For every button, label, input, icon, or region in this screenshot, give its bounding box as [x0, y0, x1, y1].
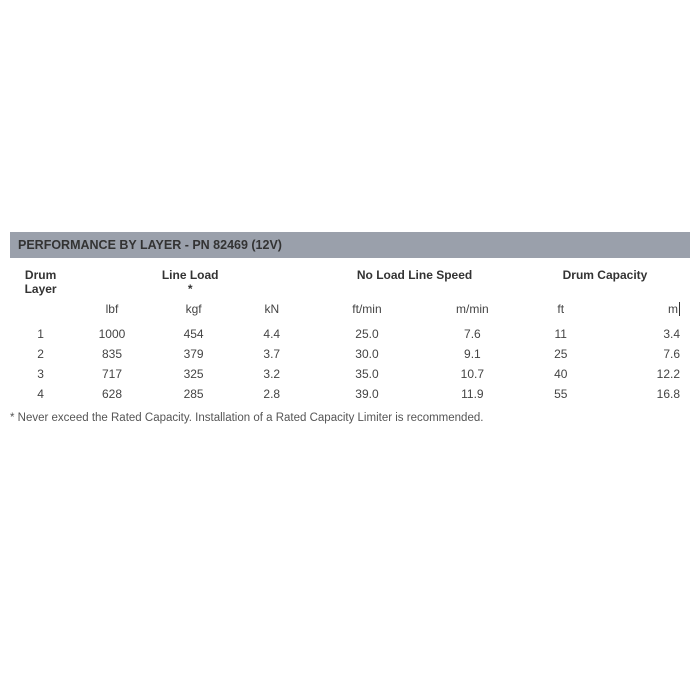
header-unit-row: lbf kgf kN ft/min m/min ft m — [10, 298, 690, 324]
cell-kN: 3.7 — [234, 344, 309, 364]
cell-layer: 4 — [10, 384, 71, 404]
cell-lbf: 628 — [71, 384, 153, 404]
footnote: * Never exceed the Rated Capacity. Insta… — [10, 404, 690, 424]
header-line-load: Line Load * — [71, 258, 309, 298]
cell-layer: 1 — [10, 324, 71, 344]
unit-lbf: lbf — [71, 298, 153, 324]
performance-table-section: PERFORMANCE BY LAYER - PN 82469 (12V) Dr… — [10, 232, 690, 424]
cell-mmin: 9.1 — [425, 344, 520, 364]
unit-kgf: kgf — [153, 298, 235, 324]
cell-kN: 3.2 — [234, 364, 309, 384]
header-line-load-text: Line Load — [162, 268, 219, 282]
unit-blank — [10, 298, 71, 324]
cell-ftmin: 25.0 — [309, 324, 425, 344]
header-group-row: Drum Layer Line Load * No Load Line Spee… — [10, 258, 690, 298]
cell-ft: 40 — [520, 364, 602, 384]
cell-mmin: 7.6 — [425, 324, 520, 344]
cell-layer: 3 — [10, 364, 71, 384]
cell-ftmin: 30.0 — [309, 344, 425, 364]
table-row: 4 628 285 2.8 39.0 11.9 55 16.8 — [10, 384, 690, 404]
table-row: 3 717 325 3.2 35.0 10.7 40 12.2 — [10, 364, 690, 384]
cell-lbf: 1000 — [71, 324, 153, 344]
cell-m: 3.4 — [602, 324, 690, 344]
cell-kgf: 325 — [153, 364, 235, 384]
cell-layer: 2 — [10, 344, 71, 364]
cell-kgf: 379 — [153, 344, 235, 364]
cell-mmin: 11.9 — [425, 384, 520, 404]
cell-ftmin: 35.0 — [309, 364, 425, 384]
cell-kgf: 285 — [153, 384, 235, 404]
cell-lbf: 835 — [71, 344, 153, 364]
unit-m: m — [602, 298, 690, 324]
unit-ft: ft — [520, 298, 602, 324]
cell-kN: 4.4 — [234, 324, 309, 344]
unit-mmin: m/min — [425, 298, 520, 324]
table-row: 1 1000 454 4.4 25.0 7.6 11 3.4 — [10, 324, 690, 344]
cell-kN: 2.8 — [234, 384, 309, 404]
cell-mmin: 10.7 — [425, 364, 520, 384]
cell-m: 12.2 — [602, 364, 690, 384]
table-body: 1 1000 454 4.4 25.0 7.6 11 3.4 2 835 379… — [10, 324, 690, 404]
cell-ft: 55 — [520, 384, 602, 404]
header-no-load-speed: No Load Line Speed — [309, 258, 520, 298]
cell-kgf: 454 — [153, 324, 235, 344]
header-drum-layer: Drum Layer — [10, 258, 71, 298]
unit-kN: kN — [234, 298, 309, 324]
cell-ft: 25 — [520, 344, 602, 364]
cell-m: 16.8 — [602, 384, 690, 404]
section-title: PERFORMANCE BY LAYER - PN 82469 (12V) — [10, 232, 690, 258]
header-drum-layer-text: Drum Layer — [25, 268, 57, 296]
performance-table: Drum Layer Line Load * No Load Line Spee… — [10, 258, 690, 404]
unit-ftmin: ft/min — [309, 298, 425, 324]
header-drum-capacity: Drum Capacity — [520, 258, 690, 298]
cell-ftmin: 39.0 — [309, 384, 425, 404]
cell-lbf: 717 — [71, 364, 153, 384]
cell-m: 7.6 — [602, 344, 690, 364]
table-row: 2 835 379 3.7 30.0 9.1 25 7.6 — [10, 344, 690, 364]
header-line-load-star: * — [188, 282, 193, 296]
cell-ft: 11 — [520, 324, 602, 344]
unit-m-text: m — [668, 302, 680, 316]
